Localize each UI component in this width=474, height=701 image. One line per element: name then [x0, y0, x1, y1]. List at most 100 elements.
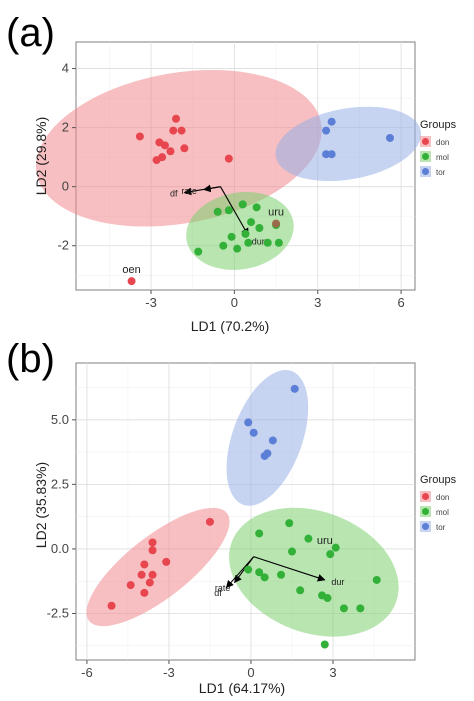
- panel-b-point-tor: [249, 428, 258, 437]
- panel-a-point-label-oen: oen: [122, 264, 140, 276]
- panel-a-label: (a): [6, 11, 55, 55]
- panel-b-point-don: [140, 588, 149, 597]
- panel-a-point-mol: [219, 241, 228, 250]
- panel-a-y-tick-label: 4: [62, 61, 69, 76]
- panel-b-point-don: [162, 557, 171, 566]
- panel-a-point-tor: [327, 117, 336, 126]
- panel-a-point-don: [166, 147, 175, 156]
- panel-a-ellipse-don: [35, 70, 322, 227]
- panel-b-point-don: [205, 517, 214, 526]
- panel-b-point-mol: [260, 573, 269, 582]
- panel-a-point-mol: [233, 244, 242, 253]
- panel-a-y-tick-label: 2: [62, 120, 69, 135]
- panel-a-point-mol: [241, 229, 250, 238]
- panel-a-point-don: [177, 126, 186, 135]
- panel-b-point-tor: [268, 436, 277, 445]
- panel-b-point-don: [137, 570, 146, 579]
- panel-a-point-labels: oen uru: [122, 207, 284, 277]
- panel-a-legend-label-mol: mol: [436, 153, 449, 162]
- panel-a-point-mol: [263, 238, 272, 247]
- panel-a-ellipses: [35, 70, 422, 270]
- panel-b-y-axis-title: LD2 (35.83%): [33, 462, 49, 548]
- panel-b-point-mol: [255, 568, 264, 577]
- panel-a-x-axis-title: LD1 (70.2%): [191, 318, 270, 334]
- panel-b-point-don: [148, 546, 157, 555]
- panel-b-point-mol: [296, 586, 305, 595]
- panel-b-point-don: [145, 578, 154, 587]
- panel-a-point-mol: [224, 206, 233, 215]
- panel-b-point-mol: [356, 604, 365, 613]
- panel-a-y-tick-label: -2: [57, 238, 69, 253]
- panel-a-point-don: [172, 114, 181, 123]
- panel-a-y-tick-label: 0: [62, 179, 69, 194]
- panel-b-point-don: [148, 538, 157, 547]
- panel-b-y-tick-label: 5.0: [51, 412, 69, 427]
- panel-a-arrow-dur: [220, 186, 249, 237]
- panel-b-label: (b): [6, 337, 55, 381]
- panel-a-point-mol: [252, 203, 261, 212]
- panel-b-point-mol: [304, 534, 313, 543]
- panel-a-point-don: [180, 144, 189, 153]
- panel-b-point-don: [107, 601, 116, 610]
- panel-a-point-mol: [247, 218, 256, 227]
- panel-a-x-tick-label: 3: [314, 295, 321, 310]
- panel-a-legend-label-don: don: [436, 138, 449, 147]
- panel-b-point-mol: [255, 529, 264, 538]
- panel-a-ellipse-mol: [186, 192, 294, 270]
- panel-a-point-mol: [255, 224, 264, 232]
- panel-a-point-don: [169, 126, 178, 135]
- panel-b-point-don: [140, 560, 149, 569]
- panel-b-text-label-uru: uru: [317, 535, 333, 547]
- panel-a-legend-label-tor: tor: [436, 168, 446, 177]
- panel-a: (a) df rate dur oen uru -3 0 3 6 -2 0 2 4 LD1 (70.…: [6, 11, 457, 334]
- panel-b-points: [107, 384, 381, 649]
- panel-b-x-axis-title: LD1 (64.17%): [199, 680, 285, 696]
- panel-b-ellipse-tor: [226, 370, 309, 506]
- panel-a-point-don: [135, 132, 144, 141]
- panel-b-point-don: [148, 570, 157, 579]
- panel-a-point-label-uru: uru: [268, 207, 284, 219]
- panel-a-ticks: -3 0 3 6 -2 0 2 4: [57, 61, 404, 310]
- panel-a-point-don: [152, 156, 161, 165]
- panel-b-x-tick-label: 3: [329, 665, 336, 680]
- panel-a-point-mol: [274, 238, 283, 247]
- panel-a-legend-key-mol: [422, 153, 429, 160]
- panel-b-legend-key-mol: [422, 508, 429, 515]
- panel-b-point-mol: [244, 565, 253, 574]
- panel-a-point-mol: [238, 200, 247, 209]
- panel-b-x-tick-label: -6: [81, 665, 93, 680]
- panel-b-point-mol: [326, 550, 335, 559]
- panel-a-x-tick-label: 0: [231, 295, 238, 310]
- panel-b-arrow-label-dur: dur: [331, 577, 344, 587]
- panel-a-point-mol: [213, 207, 222, 216]
- panel-a-ellipse-tor: [275, 106, 422, 182]
- panel-a-point-uru: [272, 219, 281, 228]
- panel-a-point-mol: [194, 247, 203, 256]
- panel-b-point-tor: [290, 384, 299, 393]
- panel-a-arrow-label-dur: dur: [252, 236, 265, 246]
- panel-a-point-oen: [127, 277, 136, 286]
- panel-b-arrow-label-df: df: [214, 588, 222, 598]
- panel-a-y-axis-title: LD2 (29.8%): [33, 117, 49, 196]
- panel-a-point-tor: [322, 150, 331, 159]
- panel-b-x-tick-label: -3: [163, 665, 175, 680]
- panel-b-arrow-df: [225, 556, 255, 589]
- panel-b-ticks: -6 -3 0 3 -2.5 0.0 2.5 5.0: [47, 412, 337, 680]
- panel-b-point-mol: [331, 543, 340, 552]
- panel-b-ellipses: [86, 370, 399, 637]
- panel-a-arrow-label-df: df: [170, 189, 178, 199]
- panel-a-loading-arrows: df rate dur: [170, 184, 265, 246]
- panel-a-point-mol: [244, 238, 253, 247]
- panel-a-legend-key-don: [422, 138, 429, 145]
- panel-b-arrow-label-rate: rate: [215, 583, 231, 593]
- panel-a-point-don: [224, 154, 233, 163]
- panel-b-point-mol: [285, 519, 294, 528]
- panel-a-x-tick-label: 6: [397, 295, 404, 310]
- panel-b-x-tick-label: 0: [247, 665, 254, 680]
- panel-b-ellipse-don: [86, 507, 230, 627]
- panel-b-point-mol: [339, 604, 348, 613]
- panel-a-point-mol: [227, 232, 236, 241]
- panel-b-legend-key-tor: [422, 523, 429, 530]
